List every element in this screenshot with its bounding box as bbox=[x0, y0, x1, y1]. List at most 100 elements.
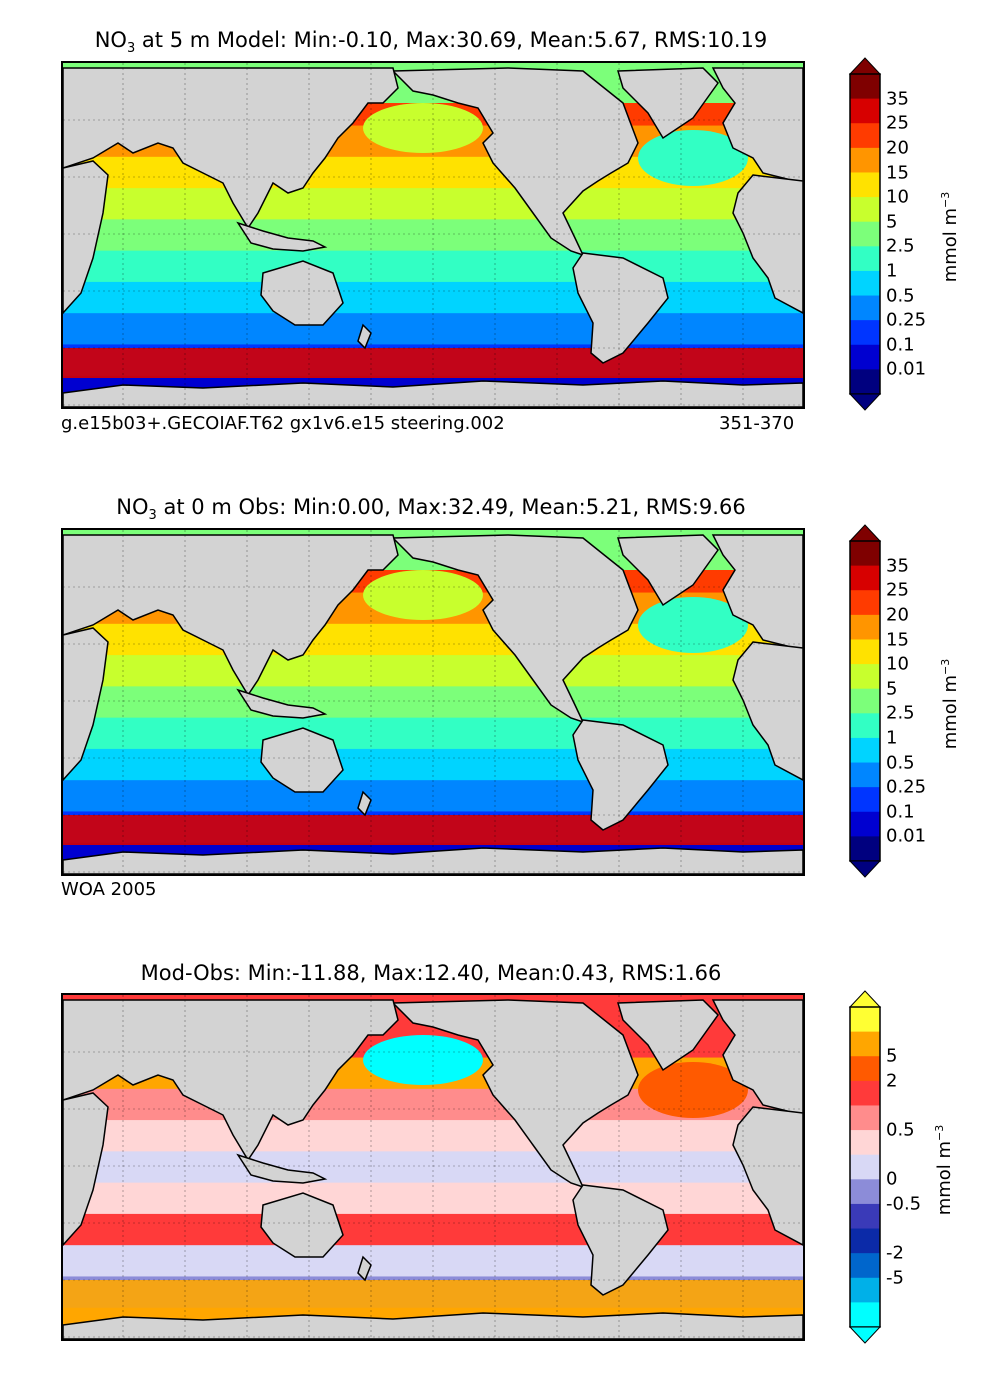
south-america-land bbox=[572, 1184, 669, 1296]
africa-land bbox=[63, 160, 109, 315]
colorbar-swatch bbox=[850, 1179, 880, 1205]
ocean-band bbox=[63, 1182, 803, 1215]
colorbar-tick-label: 1 bbox=[886, 260, 898, 282]
south-america-land bbox=[572, 252, 669, 364]
panel-2-source-label: WOA 2005 bbox=[61, 879, 157, 900]
maritime-continent-land bbox=[236, 221, 328, 252]
colorbar-tick-label: 1 bbox=[886, 727, 898, 749]
colorbar-tick-label: 5 bbox=[886, 678, 898, 700]
panel-3-map bbox=[61, 993, 805, 1341]
panel-3-colorbar bbox=[848, 990, 882, 1344]
colorbar-swatch bbox=[850, 1080, 880, 1106]
colorbar-tick-label: 20 bbox=[886, 137, 909, 159]
panel-2-title: NO3 at 0 m Obs: Min:0.00, Max:32.49, Mea… bbox=[116, 495, 746, 524]
north-atlantic-patch bbox=[638, 597, 748, 653]
panel-3-unit-label: mmol m−3 bbox=[933, 1124, 955, 1216]
colorbar-tick-label: 15 bbox=[886, 162, 909, 183]
colorbar-swatch bbox=[850, 811, 880, 837]
colorbar-tick-label: 0.5 bbox=[886, 752, 915, 773]
africa-land bbox=[63, 627, 109, 782]
colorbar-max-extension bbox=[848, 524, 882, 542]
colorbar-tick-label: 5 bbox=[886, 1045, 898, 1067]
colorbar-tick-label: 35 bbox=[886, 555, 909, 577]
colorbar-swatch bbox=[850, 836, 880, 862]
greenland-land bbox=[617, 67, 719, 140]
colorbar-tick-label: 0.25 bbox=[886, 776, 927, 798]
colorbar-swatch bbox=[850, 344, 880, 370]
north-america-land bbox=[391, 67, 639, 257]
graticule bbox=[63, 63, 803, 407]
colorbar-tick-label: 10 bbox=[886, 653, 909, 675]
colorbar-tick-label: 0 bbox=[886, 1168, 898, 1190]
colorbar-max-extension bbox=[848, 990, 882, 1008]
europe-land bbox=[711, 534, 803, 651]
colorbar-swatch bbox=[850, 270, 880, 297]
colorbar-tick-label: 0.1 bbox=[886, 801, 915, 823]
north-atlantic-patch bbox=[638, 130, 748, 186]
colorbar-swatch bbox=[850, 664, 880, 690]
land-masses bbox=[63, 999, 803, 1339]
colorbar-swatch bbox=[850, 1130, 880, 1156]
colorbar-swatch bbox=[850, 74, 880, 100]
panel-1-colorbar bbox=[848, 57, 882, 411]
colorbar-swatch bbox=[850, 1105, 880, 1131]
ocean-band bbox=[63, 717, 803, 750]
australia-land bbox=[260, 260, 344, 326]
colorbar-swatch bbox=[850, 123, 880, 149]
colorbar-tick-label: 25 bbox=[886, 579, 909, 601]
colorbar-tick-label: 0.25 bbox=[886, 309, 927, 331]
africa-east-land bbox=[732, 1106, 803, 1246]
colorbar-tick-label: 2.5 bbox=[886, 702, 915, 724]
panel-2-unit-label: mmol m−3 bbox=[939, 658, 961, 750]
colorbar-tick-label: 25 bbox=[886, 112, 909, 134]
europe-land bbox=[711, 67, 803, 184]
colorbar-swatch bbox=[850, 737, 880, 764]
colorbar-tick-label: 35 bbox=[886, 88, 909, 110]
north-pacific-patch bbox=[363, 570, 483, 620]
colorbar-swatch bbox=[850, 1056, 880, 1082]
colorbar-tick-label: 15 bbox=[886, 629, 909, 650]
maritime-continent-land bbox=[236, 1153, 328, 1184]
eurasia-land bbox=[63, 67, 399, 230]
colorbar-swatch bbox=[850, 590, 880, 616]
greenland-land bbox=[617, 534, 719, 607]
panel-1-unit-label: mmol m−3 bbox=[939, 191, 961, 283]
south-america-land bbox=[572, 719, 669, 831]
greenland-land bbox=[617, 999, 719, 1072]
colorbar-swatch bbox=[850, 369, 880, 395]
colorbar-swatch bbox=[850, 787, 880, 813]
colorbar-swatch bbox=[850, 541, 880, 567]
colorbar-min-extension bbox=[848, 860, 882, 878]
maritime-continent-land bbox=[236, 688, 328, 719]
colorbar-tick-label: -0.5 bbox=[886, 1193, 922, 1215]
colorbar-swatch bbox=[850, 221, 880, 247]
panel-1-title: NO3 at 5 m Model: Min:-0.10, Max:30.69, … bbox=[94, 28, 768, 57]
colorbar-tick-label: 0.01 bbox=[886, 825, 927, 847]
north-pacific-patch bbox=[363, 1035, 483, 1085]
colorbar-swatch bbox=[850, 246, 880, 272]
ocean-band bbox=[63, 250, 803, 283]
graticule bbox=[63, 530, 803, 874]
colorbar-swatch bbox=[850, 614, 880, 640]
colorbar-tick-label: 0.5 bbox=[886, 285, 915, 306]
colorbar-tick-label: 2 bbox=[886, 1070, 898, 1092]
colorbar-swatch bbox=[850, 1277, 880, 1303]
colorbar-tick-label: -5 bbox=[886, 1267, 904, 1289]
panel-2-map bbox=[61, 528, 805, 876]
colorbar-tick-label: 0.1 bbox=[886, 334, 915, 356]
north-atlantic-patch bbox=[638, 1062, 748, 1118]
colorbar-tick-label: 2.5 bbox=[886, 235, 915, 257]
panel-2-colorbar bbox=[848, 524, 882, 878]
australia-land bbox=[260, 727, 344, 793]
colorbar-swatch bbox=[850, 147, 880, 173]
colorbar-swatch bbox=[850, 1154, 880, 1180]
colorbar-tick-label: -2 bbox=[886, 1242, 904, 1264]
colorbar-swatch bbox=[850, 1228, 880, 1254]
australia-land bbox=[260, 1192, 344, 1258]
colorbar-tick-label: 20 bbox=[886, 604, 909, 626]
colorbar-swatch bbox=[850, 713, 880, 739]
panel-3-title: Mod-Obs: Min:-11.88, Max:12.40, Mean:0.4… bbox=[140, 961, 722, 985]
colorbar-tick-label: 10 bbox=[886, 186, 909, 208]
panel-1-years-label: 351-370 bbox=[719, 413, 795, 434]
panel-1-run-label: g.e15b03+.GECOIAF.T62 gx1v6.e15 steering… bbox=[61, 413, 505, 434]
